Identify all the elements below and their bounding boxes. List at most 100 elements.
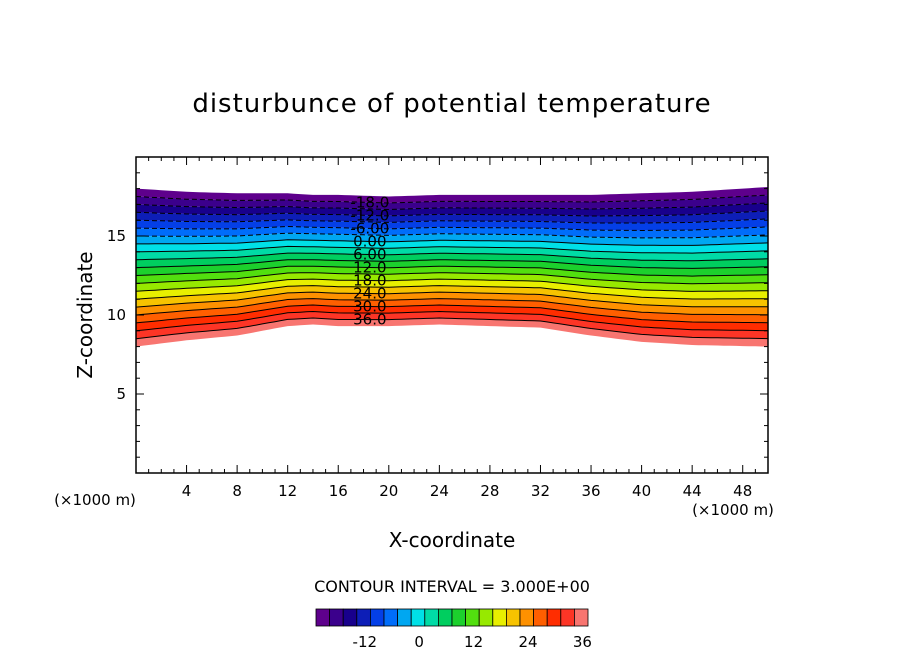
colorbar-ticks: -12 0 12 24 36 (353, 633, 592, 651)
contour-band (136, 311, 768, 339)
colorbar-tick-label: 24 (518, 633, 537, 651)
contour-line (135, 252, 769, 262)
contour-band (136, 233, 768, 246)
contour-band (136, 272, 768, 292)
x-tick-label: 28 (480, 482, 499, 500)
colorbar-swatch (519, 608, 535, 627)
contour-label: 0.00 (353, 232, 386, 250)
y-tick-label: 5 (116, 385, 126, 403)
x-axis-ticks: 4 8 12 16 20 24 28 32 36 40 44 48 (148, 157, 756, 500)
colorbar-swatch (410, 608, 426, 627)
contour-line (135, 245, 769, 254)
contour-band (136, 218, 768, 231)
colorbar-swatch (492, 608, 507, 627)
colorbar-swatch (315, 608, 331, 627)
colorbar-swatch (451, 608, 467, 627)
colorbar-swatch (329, 608, 344, 627)
contour-band (136, 298, 768, 323)
contour-line (135, 285, 769, 300)
contour-line (135, 210, 769, 217)
colorbar-swatch (546, 608, 562, 627)
contour-band (136, 253, 768, 269)
contour-band (136, 292, 768, 315)
contour-lines (135, 194, 769, 340)
x-tick-label: 48 (733, 482, 752, 500)
chart-title: disturbunce of potential temperature (192, 89, 711, 119)
contour-band (136, 211, 768, 223)
contour-line (135, 298, 768, 316)
colorbar-swatch (369, 608, 385, 627)
contour-band (136, 259, 768, 277)
contour-line (135, 202, 769, 211)
contour-band (136, 203, 768, 216)
contour-line (135, 218, 769, 224)
contour-line (135, 194, 769, 204)
contour-label: -12.0 (350, 206, 389, 224)
y-tick-label: 10 (107, 306, 126, 324)
x-tick-label: 36 (581, 482, 600, 500)
colorbar-swatch (574, 608, 589, 627)
colorbar-swatch (356, 608, 371, 627)
contour-line (135, 265, 769, 277)
colorbar-swatch (424, 608, 439, 627)
contour-band (136, 305, 768, 331)
x-tick-label: 32 (531, 482, 550, 500)
contour-line (135, 225, 769, 232)
y-tick-label: 15 (107, 227, 126, 245)
contour-line (136, 232, 769, 239)
contour-band (136, 279, 768, 300)
x-tick-label: 12 (278, 482, 297, 500)
colorbar-tick-label: 0 (414, 633, 424, 651)
contour-label: 6.00 (353, 245, 386, 263)
contour-line (135, 272, 768, 285)
colorbar (315, 608, 589, 627)
contour-line (136, 239, 769, 246)
colorbar-swatch (505, 608, 521, 627)
colorbar-swatch (533, 608, 548, 627)
colorbar-swatch (342, 608, 358, 627)
contour-band (136, 266, 768, 284)
contour-label: 24.0 (353, 285, 386, 303)
contour-band (136, 195, 768, 210)
contour-band (136, 318, 768, 347)
x-tick-label: 16 (329, 482, 348, 500)
x-unit-left: (×1000 m) (54, 491, 136, 509)
x-tick-label: 40 (632, 482, 651, 500)
colorbar-swatch (560, 608, 575, 627)
contour-band (136, 246, 768, 261)
y-axis-label: Z-coordinate (73, 251, 97, 378)
x-tick-label: 4 (182, 482, 192, 500)
contour-label: -18.0 (350, 193, 389, 211)
x-unit-right: (×1000 m) (692, 501, 774, 519)
contour-line (135, 291, 768, 308)
contour-line (135, 317, 769, 340)
contour-line (135, 259, 769, 269)
colorbar-swatch (478, 608, 494, 627)
colorbar-swatch (383, 608, 399, 627)
contour-label: 30.0 (353, 298, 386, 316)
y-axis-ticks: 5 10 15 (107, 172, 768, 458)
contour-label: -6.00 (350, 219, 389, 237)
colorbar-tick-label: 36 (573, 633, 592, 651)
contour-interval-note: CONTOUR INTERVAL = 3.000E+00 (314, 577, 590, 596)
colorbar-swatch (465, 608, 480, 627)
colorbar-swatch (437, 608, 453, 627)
contour-band (136, 226, 768, 238)
colorbar-tick-label: -12 (353, 633, 378, 651)
x-axis-label: X-coordinate (389, 528, 516, 552)
contour-line (135, 310, 768, 332)
x-tick-label: 44 (683, 482, 702, 500)
colorbar-swatch (397, 608, 412, 627)
contour-line (135, 304, 769, 324)
colorbar-tick-label: 12 (464, 633, 483, 651)
x-tick-label: 24 (430, 482, 449, 500)
x-tick-label: 20 (379, 482, 398, 500)
contour-label: 36.0 (353, 311, 386, 329)
contour-label: 18.0 (353, 272, 386, 290)
contour-line (135, 278, 769, 292)
contour-labels: -18.0-12.0-6.000.006.0012.018.024.030.03… (350, 193, 389, 328)
contour-band (136, 187, 768, 203)
contour-label: 12.0 (353, 258, 386, 276)
x-tick-label: 8 (232, 482, 242, 500)
